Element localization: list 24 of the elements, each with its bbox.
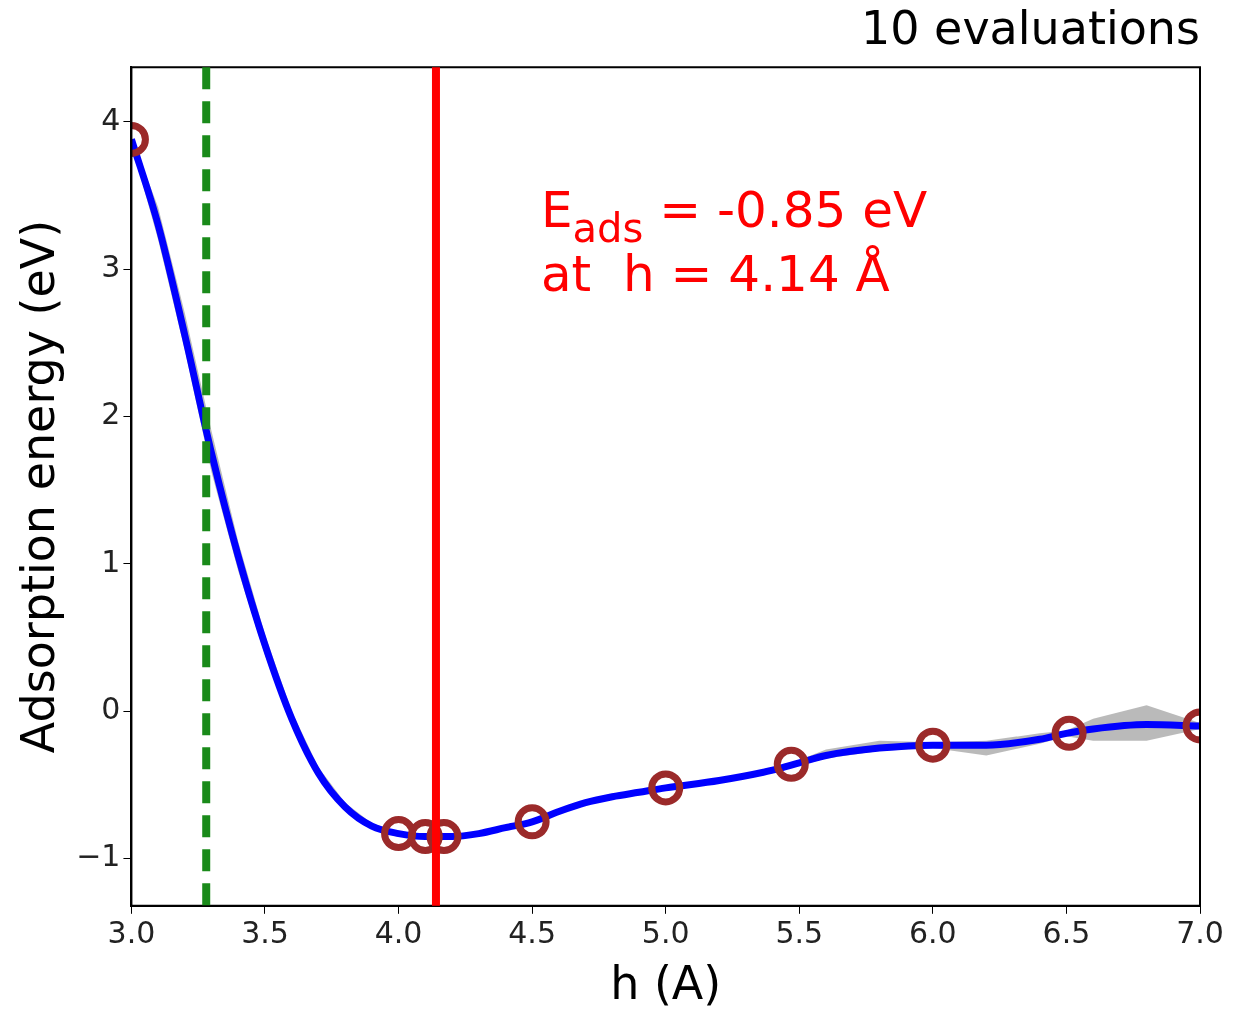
point: [648, 770, 684, 806]
x-tick-label: 6.5: [1042, 914, 1091, 950]
chart-title: 10 evaluations: [860, 0, 1200, 55]
point: [915, 727, 951, 763]
x-tick-label: 4.5: [508, 914, 556, 950]
x-tick-label: 6.0: [909, 914, 957, 950]
point: [773, 746, 809, 782]
y-tick-label: 0: [101, 691, 121, 727]
y-tick-label: −1: [76, 838, 121, 874]
y-axis-title: Adsorption energy (eV): [10, 219, 65, 754]
point: [381, 816, 417, 852]
y-tick-label: 4: [101, 101, 121, 137]
x-tick-label: 5.5: [775, 914, 824, 950]
x-axis-title: h (A): [610, 956, 722, 1011]
point: [514, 804, 550, 840]
y-tick-label: 3: [101, 248, 121, 284]
x-tick-label: 5.0: [641, 914, 690, 950]
x-tick-label: 4.0: [374, 914, 423, 950]
x-tick-label: 3.5: [241, 914, 289, 950]
y-tick-label: 2: [101, 396, 121, 432]
point: [1051, 715, 1087, 751]
x-tick-label: 7.0: [1176, 914, 1224, 950]
x-tick-label: 3.0: [107, 914, 156, 950]
y-tick-label: 1: [101, 543, 121, 579]
